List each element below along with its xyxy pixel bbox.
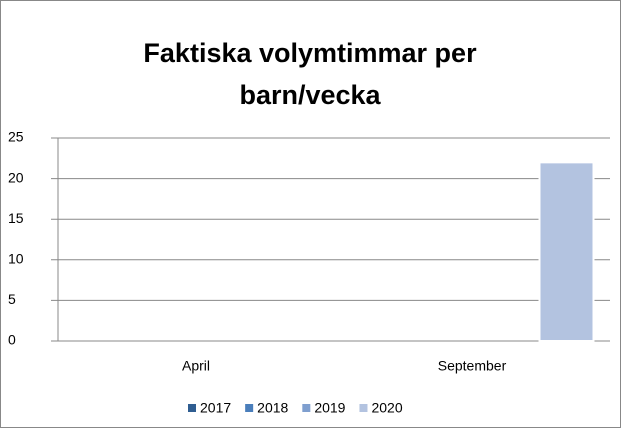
legend-label: 2020 <box>371 400 402 416</box>
legend-label: 2018 <box>257 400 288 416</box>
legend-label: 2017 <box>200 400 231 416</box>
y-tick-label: 20 <box>8 169 24 185</box>
y-tick-label: 25 <box>8 129 24 145</box>
legend-swatch <box>245 404 254 412</box>
y-tick-label: 15 <box>8 210 24 226</box>
legend-label: 2019 <box>314 400 345 416</box>
chart-title: Faktiska volymtimmar per barn/vecka <box>143 38 477 110</box>
legend-swatch <box>359 404 368 412</box>
y-tick-label: 0 <box>8 332 16 348</box>
y-tick-label: 5 <box>8 291 16 307</box>
legend-swatch <box>302 404 311 412</box>
x-tick-label: September <box>438 358 507 374</box>
x-tick-label: April <box>182 358 210 374</box>
bar <box>538 161 595 342</box>
legend-swatch <box>188 404 196 412</box>
y-tick-label: 10 <box>8 251 24 267</box>
